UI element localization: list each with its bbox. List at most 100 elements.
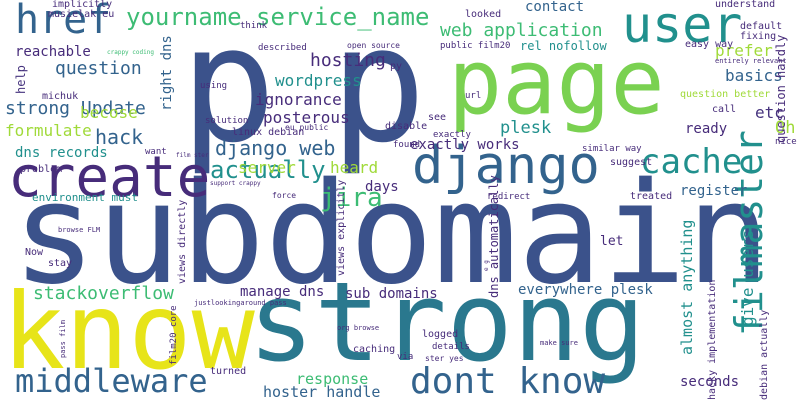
- word-register: register: [680, 183, 748, 199]
- word-default: default: [740, 21, 783, 32]
- word-question: question: [55, 58, 142, 79]
- word-ignorance: ignorance: [255, 90, 342, 109]
- word-question-hardly: question hardly: [774, 35, 788, 144]
- word-heard: heard: [330, 158, 379, 177]
- word-django-web: django web: [215, 136, 336, 160]
- word-implicitly: implicitly: [52, 0, 113, 10]
- word-views-directly: views directly: [177, 200, 188, 285]
- word-p-right: p: [330, 0, 427, 178]
- word-etc: etc: [755, 103, 784, 122]
- word-prefer: prefer: [715, 41, 773, 60]
- word-becose: becose: [80, 103, 138, 122]
- word-suggest: suggest: [610, 157, 653, 168]
- word-days: days: [365, 179, 399, 195]
- word-force: force: [272, 191, 297, 200]
- word-fixing: fixing: [740, 31, 777, 42]
- word-dont-know: dont know: [410, 361, 606, 400]
- word-exactly-works: exactly works: [410, 137, 520, 153]
- word-oh: Oh: [775, 118, 796, 138]
- word-p-left: p: [180, 0, 277, 178]
- word-hack: hack: [95, 125, 144, 149]
- word-seconds: seconds: [680, 374, 740, 390]
- word-musielak-eu: musielak eu: [48, 9, 115, 20]
- word-turned: turned: [210, 366, 247, 377]
- word-browse-flm: browse FLM: [58, 226, 101, 234]
- word-think: think: [240, 21, 268, 31]
- word-using: using: [200, 81, 228, 91]
- word-stay: stay: [48, 258, 73, 269]
- word-easy-way: easy way: [685, 39, 734, 50]
- word-question-better: question better: [680, 89, 771, 100]
- word-michuk: michuk: [42, 91, 79, 102]
- word-know: know: [2, 271, 255, 393]
- word-hosting: hosting: [310, 50, 386, 71]
- word-almost-anything: almost anything: [678, 220, 696, 356]
- word-views-explicitly: views explicitly: [336, 180, 347, 277]
- word-wordpress: wordpress: [275, 71, 362, 90]
- word-middleware: middleware: [15, 362, 208, 400]
- word-create: create: [8, 145, 211, 210]
- word-redirect: redirect: [487, 192, 531, 202]
- word-looked: looked: [465, 9, 502, 20]
- word-linux-debian: linux debian: [232, 127, 305, 138]
- word-caching: caching: [353, 344, 396, 355]
- word-treated: treated: [630, 191, 673, 202]
- word-entirely-relevant: entirely relevant: [715, 57, 787, 65]
- word-details: details: [432, 342, 470, 352]
- word-py: py: [390, 61, 403, 72]
- word-understand: understand: [715, 0, 776, 10]
- word-film-ster: film ster: [176, 152, 209, 159]
- word-hoster-handle: hoster handle: [263, 383, 381, 400]
- word-right-dns: right dns: [159, 35, 175, 111]
- word-plesk: plesk: [500, 118, 552, 138]
- word-environment-must: environment must: [32, 191, 138, 204]
- word-django: django: [412, 136, 600, 196]
- word-described: described: [258, 43, 307, 53]
- word-strong-update: strong Update: [5, 98, 146, 119]
- word-server: server: [238, 158, 296, 177]
- word-solution: solution: [205, 116, 249, 126]
- word-found: found: [393, 140, 421, 150]
- word-crappy-coding: crappy coding: [107, 49, 154, 56]
- word-debian-actually: debian actually: [759, 309, 770, 400]
- word-user: user: [622, 0, 743, 54]
- word-yourname-service-name: yourname service_name: [126, 3, 430, 31]
- word-manage-dns: manage dns: [240, 284, 325, 300]
- word-url: url: [465, 91, 482, 101]
- word-eu-public: eu public: [285, 123, 329, 132]
- word-reachable: reachable: [15, 44, 91, 60]
- word-dns-automatically: dns automatically: [487, 175, 501, 298]
- word-hacky-implementation: hacky implementation: [707, 279, 718, 400]
- word-basics: basics: [725, 66, 783, 85]
- word-strong: strong: [248, 258, 646, 386]
- word-web-application: web application: [440, 20, 603, 41]
- word-film20-core: film20 core: [169, 305, 179, 365]
- word-page: page: [448, 30, 665, 135]
- word-stackoverflow: stackoverflow: [33, 283, 174, 304]
- word-ster-yes: ster yes: [425, 354, 464, 363]
- word-see: see: [428, 112, 447, 123]
- word-via: via: [397, 352, 414, 362]
- word-help: help: [14, 65, 28, 94]
- word-formulate: formulate: [5, 121, 92, 140]
- word-exactly: exactly: [433, 130, 471, 140]
- word-give-users: give users: [738, 230, 757, 327]
- word-make-sure: make sure: [540, 339, 578, 347]
- word-contact: contact: [525, 0, 585, 15]
- word-problem: problem: [20, 164, 63, 175]
- word-now: Now: [25, 247, 44, 258]
- word-pass-film: pass film: [59, 320, 67, 358]
- word-everywhere-plesk: everywhere plesk: [518, 282, 653, 298]
- word-open-source: open source: [347, 41, 400, 50]
- word-response: response: [296, 370, 369, 388]
- word-want: want: [145, 147, 167, 157]
- word-cache: cache: [640, 142, 743, 182]
- word-dns-records: dns records: [15, 145, 108, 161]
- word-org-browse: org browse: [337, 324, 380, 332]
- word-actually: actually: [210, 156, 326, 184]
- word-ready: ready: [685, 121, 728, 137]
- word-logged: logged: [422, 329, 459, 340]
- word-nice: nice: [775, 137, 797, 147]
- word-disable: disable: [385, 121, 428, 132]
